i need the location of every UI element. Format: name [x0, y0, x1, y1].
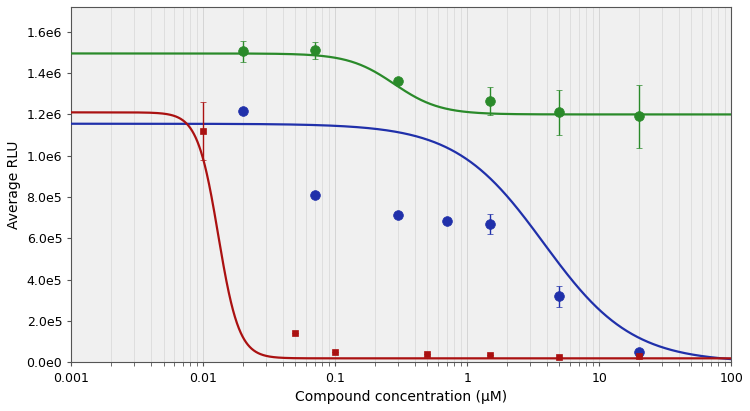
X-axis label: Compound concentration (μM): Compound concentration (μM) [296, 390, 507, 404]
Y-axis label: Average RLU: Average RLU [7, 141, 21, 229]
